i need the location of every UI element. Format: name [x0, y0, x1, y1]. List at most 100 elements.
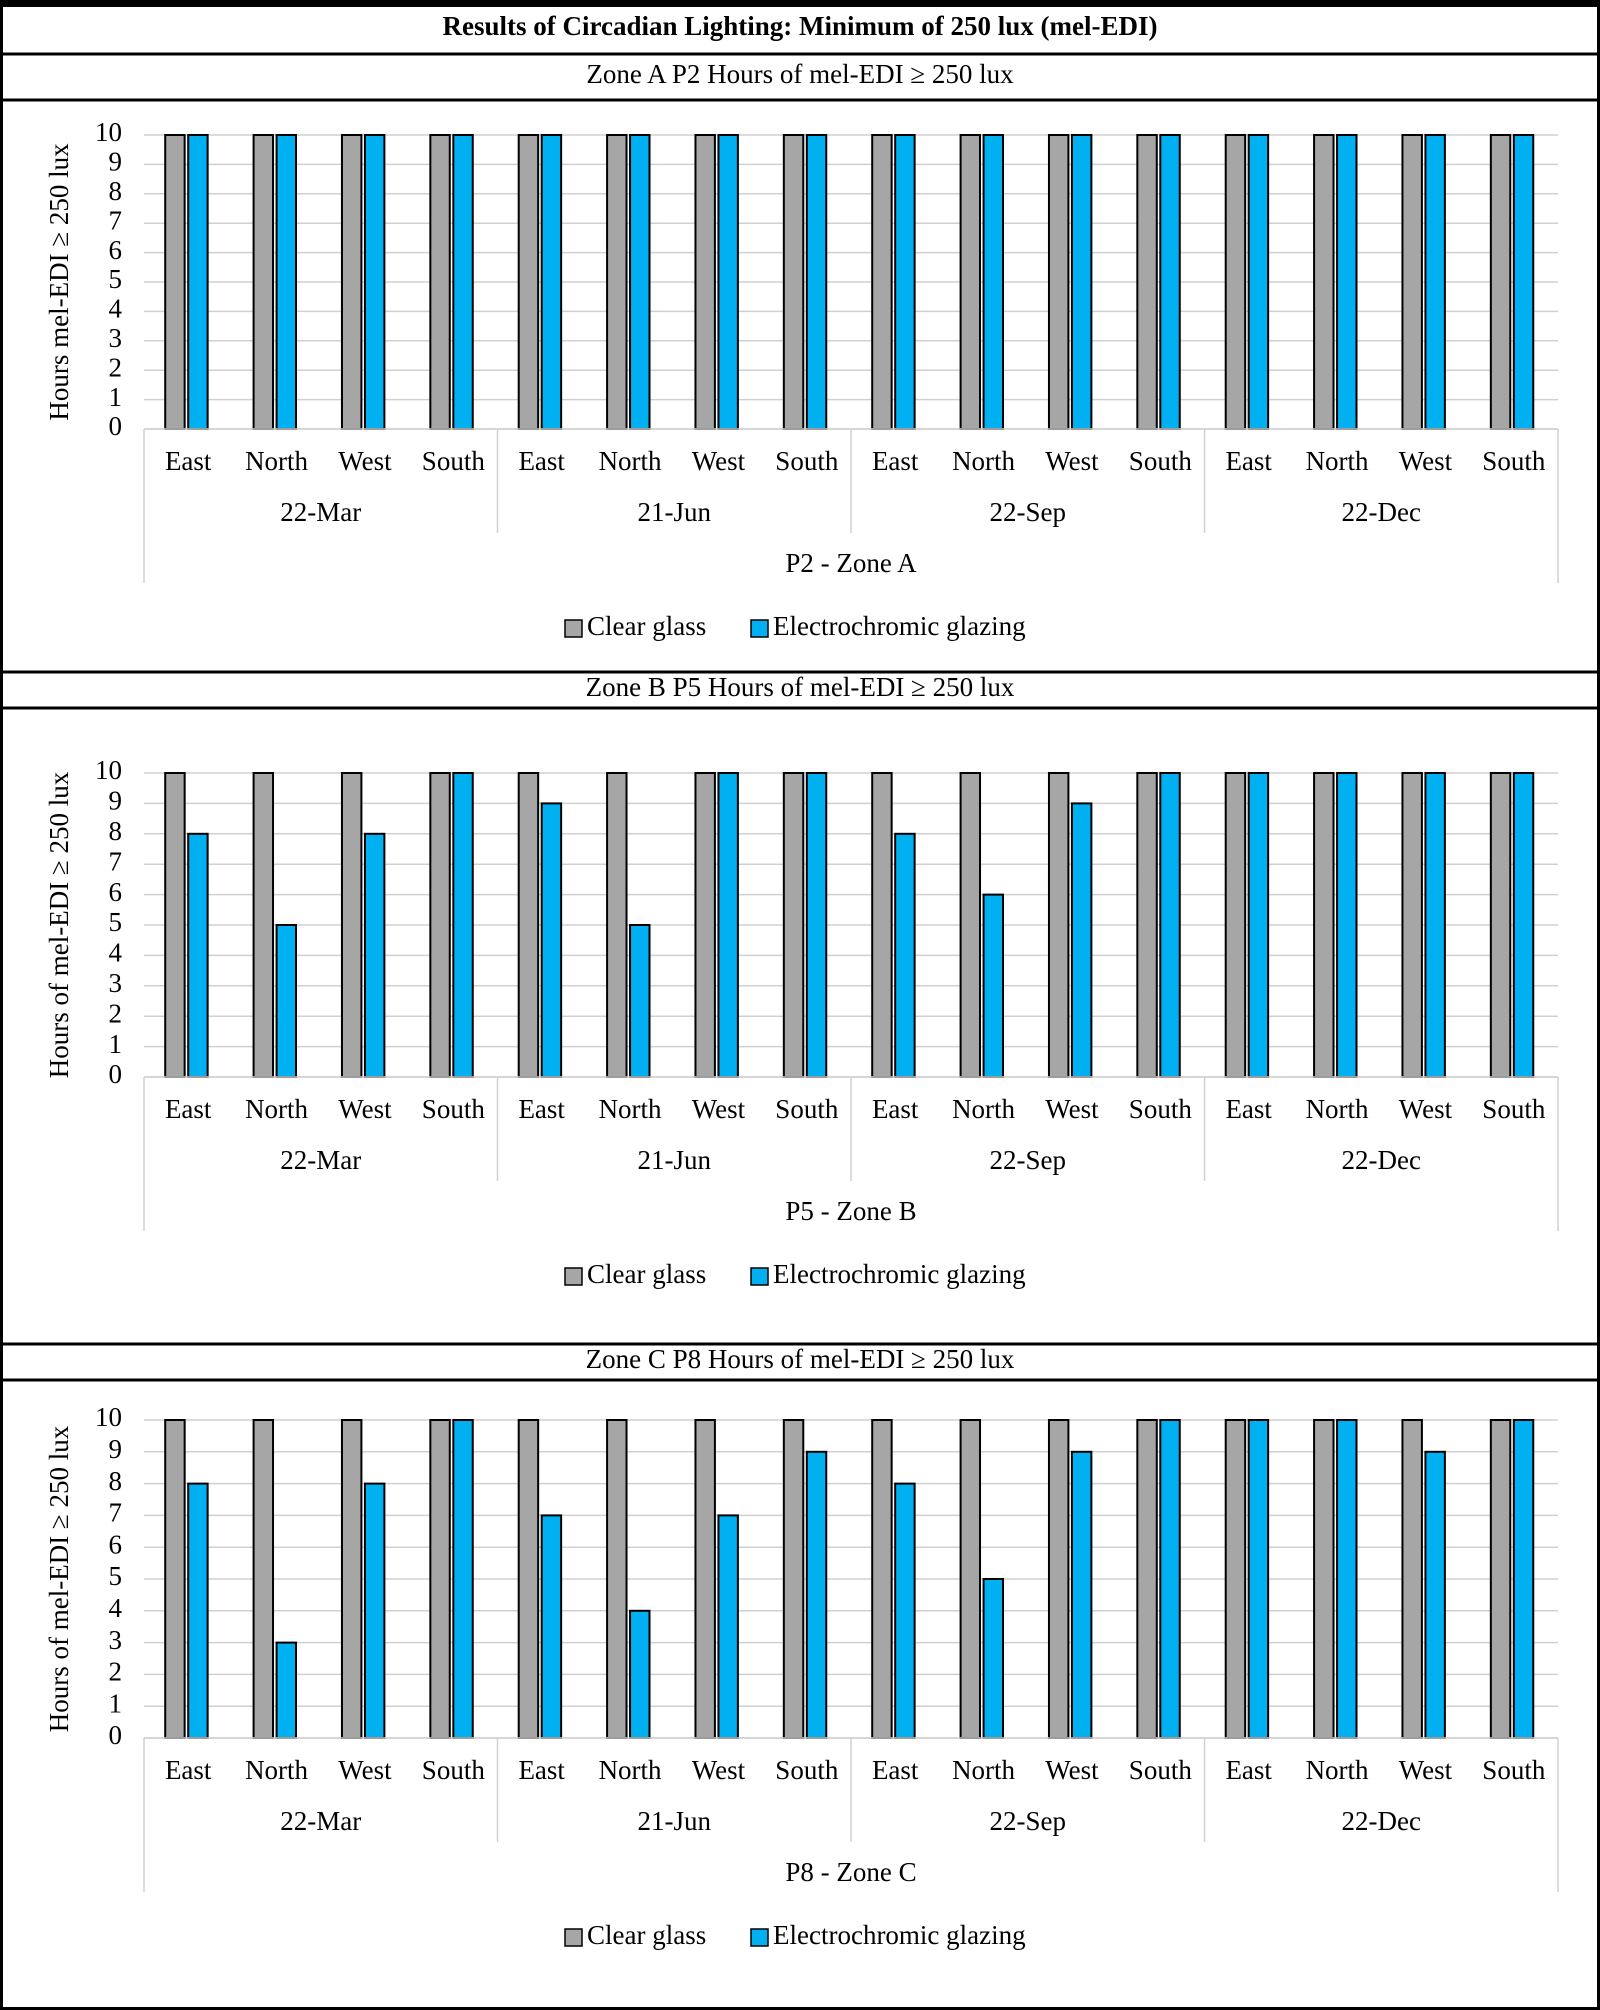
y-tick-label: 10: [95, 755, 122, 785]
bar: [1336, 772, 1358, 1078]
x-tick-label: East: [1225, 1755, 1272, 1785]
bar: [1313, 772, 1335, 1078]
group-label: 22-Mar: [280, 1806, 361, 1836]
bar: [452, 134, 474, 430]
bar: [871, 772, 893, 1078]
bar: [629, 924, 651, 1078]
bar: [1401, 134, 1423, 430]
bar: [1224, 134, 1247, 430]
bar: [452, 772, 474, 1078]
bar: [871, 134, 893, 430]
bar: [1159, 772, 1181, 1078]
y-tick-label: 3: [109, 968, 123, 998]
y-tick-label: 6: [109, 877, 123, 907]
x-tick-label: East: [872, 1755, 919, 1785]
y-tick-label: 1: [109, 382, 123, 412]
bar: [1424, 1450, 1446, 1740]
y-axis-label: Hours mel-EDI ≥ 250 lux: [44, 143, 74, 421]
legend-swatch: [750, 1928, 769, 1947]
axis-group-label: P2 - Zone A: [785, 548, 917, 578]
x-tick-label: North: [952, 446, 1015, 476]
y-tick-label: 5: [109, 1561, 123, 1591]
x-tick-label: West: [1399, 1094, 1453, 1124]
legend-swatch: [564, 1267, 583, 1286]
bar: [187, 1482, 209, 1739]
x-tick-label: West: [692, 1094, 746, 1124]
bar: [717, 1514, 739, 1740]
bar: [1489, 772, 1512, 1078]
x-tick-label: West: [338, 1755, 392, 1785]
x-tick-label: North: [1306, 446, 1369, 476]
bar: [1401, 1419, 1423, 1739]
bar: [606, 1419, 628, 1739]
x-tick-label: West: [1045, 1094, 1099, 1124]
y-tick-label: 0: [109, 1059, 123, 1089]
figure-title: Results of Circadian Lighting: Minimum o…: [442, 11, 1157, 41]
x-tick-label: East: [165, 446, 212, 476]
chart-title: Zone B P5 Hours of mel-EDI ≥ 250 lux: [586, 672, 1015, 702]
bar: [517, 772, 540, 1078]
bar: [517, 134, 540, 430]
bar: [340, 772, 363, 1078]
bar: [1313, 1419, 1335, 1739]
bar: [606, 772, 628, 1078]
x-tick-label: East: [872, 1094, 919, 1124]
bar: [540, 802, 563, 1079]
bar: [1136, 1419, 1158, 1739]
legend-swatch: [564, 619, 583, 638]
y-tick-label: 2: [109, 1657, 123, 1687]
bar: [1070, 134, 1093, 430]
y-tick-label: 3: [109, 323, 123, 353]
bar: [894, 134, 916, 430]
y-tick-label: 0: [109, 411, 123, 441]
bar: [1313, 134, 1335, 430]
x-tick-label: North: [245, 1094, 308, 1124]
x-tick-label: South: [775, 446, 839, 476]
bar: [1224, 1419, 1247, 1739]
bar: [429, 1419, 451, 1739]
x-tick-label: West: [1399, 1755, 1453, 1785]
bar: [694, 134, 716, 430]
x-tick-label: South: [775, 1094, 839, 1124]
bar: [187, 134, 209, 430]
bar: [429, 134, 451, 430]
x-tick-label: North: [952, 1094, 1015, 1124]
x-tick-label: East: [518, 1094, 565, 1124]
x-tick-label: North: [599, 1094, 662, 1124]
bar: [252, 772, 275, 1078]
y-tick-label: 7: [109, 205, 123, 235]
x-tick-label: North: [599, 1755, 662, 1785]
x-tick-label: West: [692, 446, 746, 476]
legend-swatch: [750, 619, 769, 638]
bar: [871, 1419, 893, 1739]
legend-label: Electrochromic glazing: [773, 1259, 1026, 1289]
y-tick-label: 4: [109, 938, 123, 968]
group-label: 22-Dec: [1342, 1806, 1421, 1836]
x-tick-label: West: [1045, 446, 1099, 476]
bar: [1247, 1419, 1270, 1739]
y-axis-label: Hours of mel-EDI ≥ 250 lux: [44, 1425, 74, 1732]
x-tick-label: East: [165, 1094, 212, 1124]
bar: [1489, 1419, 1512, 1739]
x-tick-label: South: [1482, 446, 1546, 476]
bar: [540, 1514, 563, 1740]
x-tick-label: East: [165, 1755, 212, 1785]
group-label: 21-Jun: [638, 497, 712, 527]
x-tick-label: South: [1129, 1755, 1193, 1785]
y-tick-label: 4: [109, 294, 123, 324]
y-tick-label: 4: [109, 1593, 123, 1623]
x-tick-label: South: [422, 1755, 486, 1785]
x-tick-label: South: [1129, 1094, 1193, 1124]
x-tick-label: North: [1306, 1094, 1369, 1124]
bar: [717, 772, 739, 1078]
bar: [694, 772, 716, 1078]
bar: [1401, 772, 1423, 1078]
bar: [164, 1419, 186, 1739]
bar: [252, 134, 275, 430]
y-tick-label: 1: [109, 1688, 123, 1718]
x-tick-label: North: [599, 446, 662, 476]
group-label: 22-Mar: [280, 1145, 361, 1175]
y-tick-label: 2: [109, 352, 123, 382]
y-tick-label: 10: [95, 1402, 122, 1432]
